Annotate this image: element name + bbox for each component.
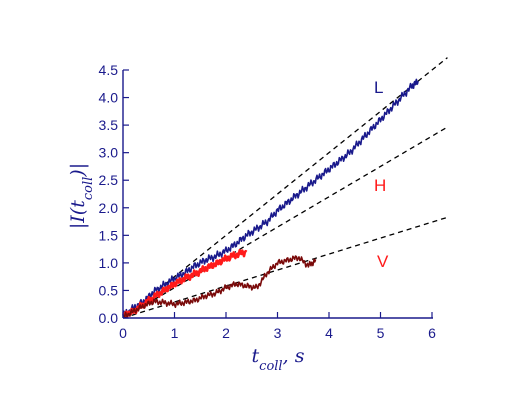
y-tick-label: 2.5 [99, 172, 119, 188]
y-tick-label: 4.0 [99, 90, 119, 106]
x-tick-label: 5 [377, 325, 385, 341]
x-tick-label: 2 [222, 325, 230, 341]
data-series [122, 78, 419, 319]
y-tick-label: 1.0 [99, 255, 119, 271]
y-tick-label: 0.5 [99, 282, 119, 298]
fit-line-l [122, 57, 448, 319]
x-axis-title: tcoll, s [252, 345, 305, 374]
series-label-h: H [374, 176, 386, 195]
series-line-h [122, 249, 248, 318]
fit-lines [122, 57, 448, 319]
series-label-v: V [377, 252, 389, 271]
y-tick-label: 1.5 [99, 227, 119, 243]
y-tick-label: 4.5 [99, 62, 119, 78]
series-labels: L H V [374, 78, 389, 271]
series-line-v [122, 255, 317, 319]
y-tick-label: 3.5 [99, 117, 119, 133]
y-axis-title: |I(tcoll)| [67, 163, 96, 229]
y-tick-label: 0.0 [99, 310, 119, 326]
x-tick-label: 1 [171, 325, 179, 341]
series-label-l: L [374, 78, 383, 97]
x-tick-label: 0 [119, 325, 127, 341]
fit-line-h [122, 126, 448, 319]
y-tick-label: 3.0 [99, 145, 119, 161]
y-tick-label: 2.0 [99, 200, 119, 216]
x-tick-label: 3 [274, 325, 282, 341]
y-ticks: 0.0 0.5 1.0 1.5 2.0 2.5 3.0 3.5 4.0 4.5 [99, 62, 129, 326]
series-line-l [122, 78, 419, 317]
x-tick-label: 4 [325, 325, 333, 341]
x-ticks: 0 1 2 3 4 5 6 [119, 312, 436, 341]
x-tick-label: 6 [428, 325, 436, 341]
fit-line-v [122, 216, 448, 319]
